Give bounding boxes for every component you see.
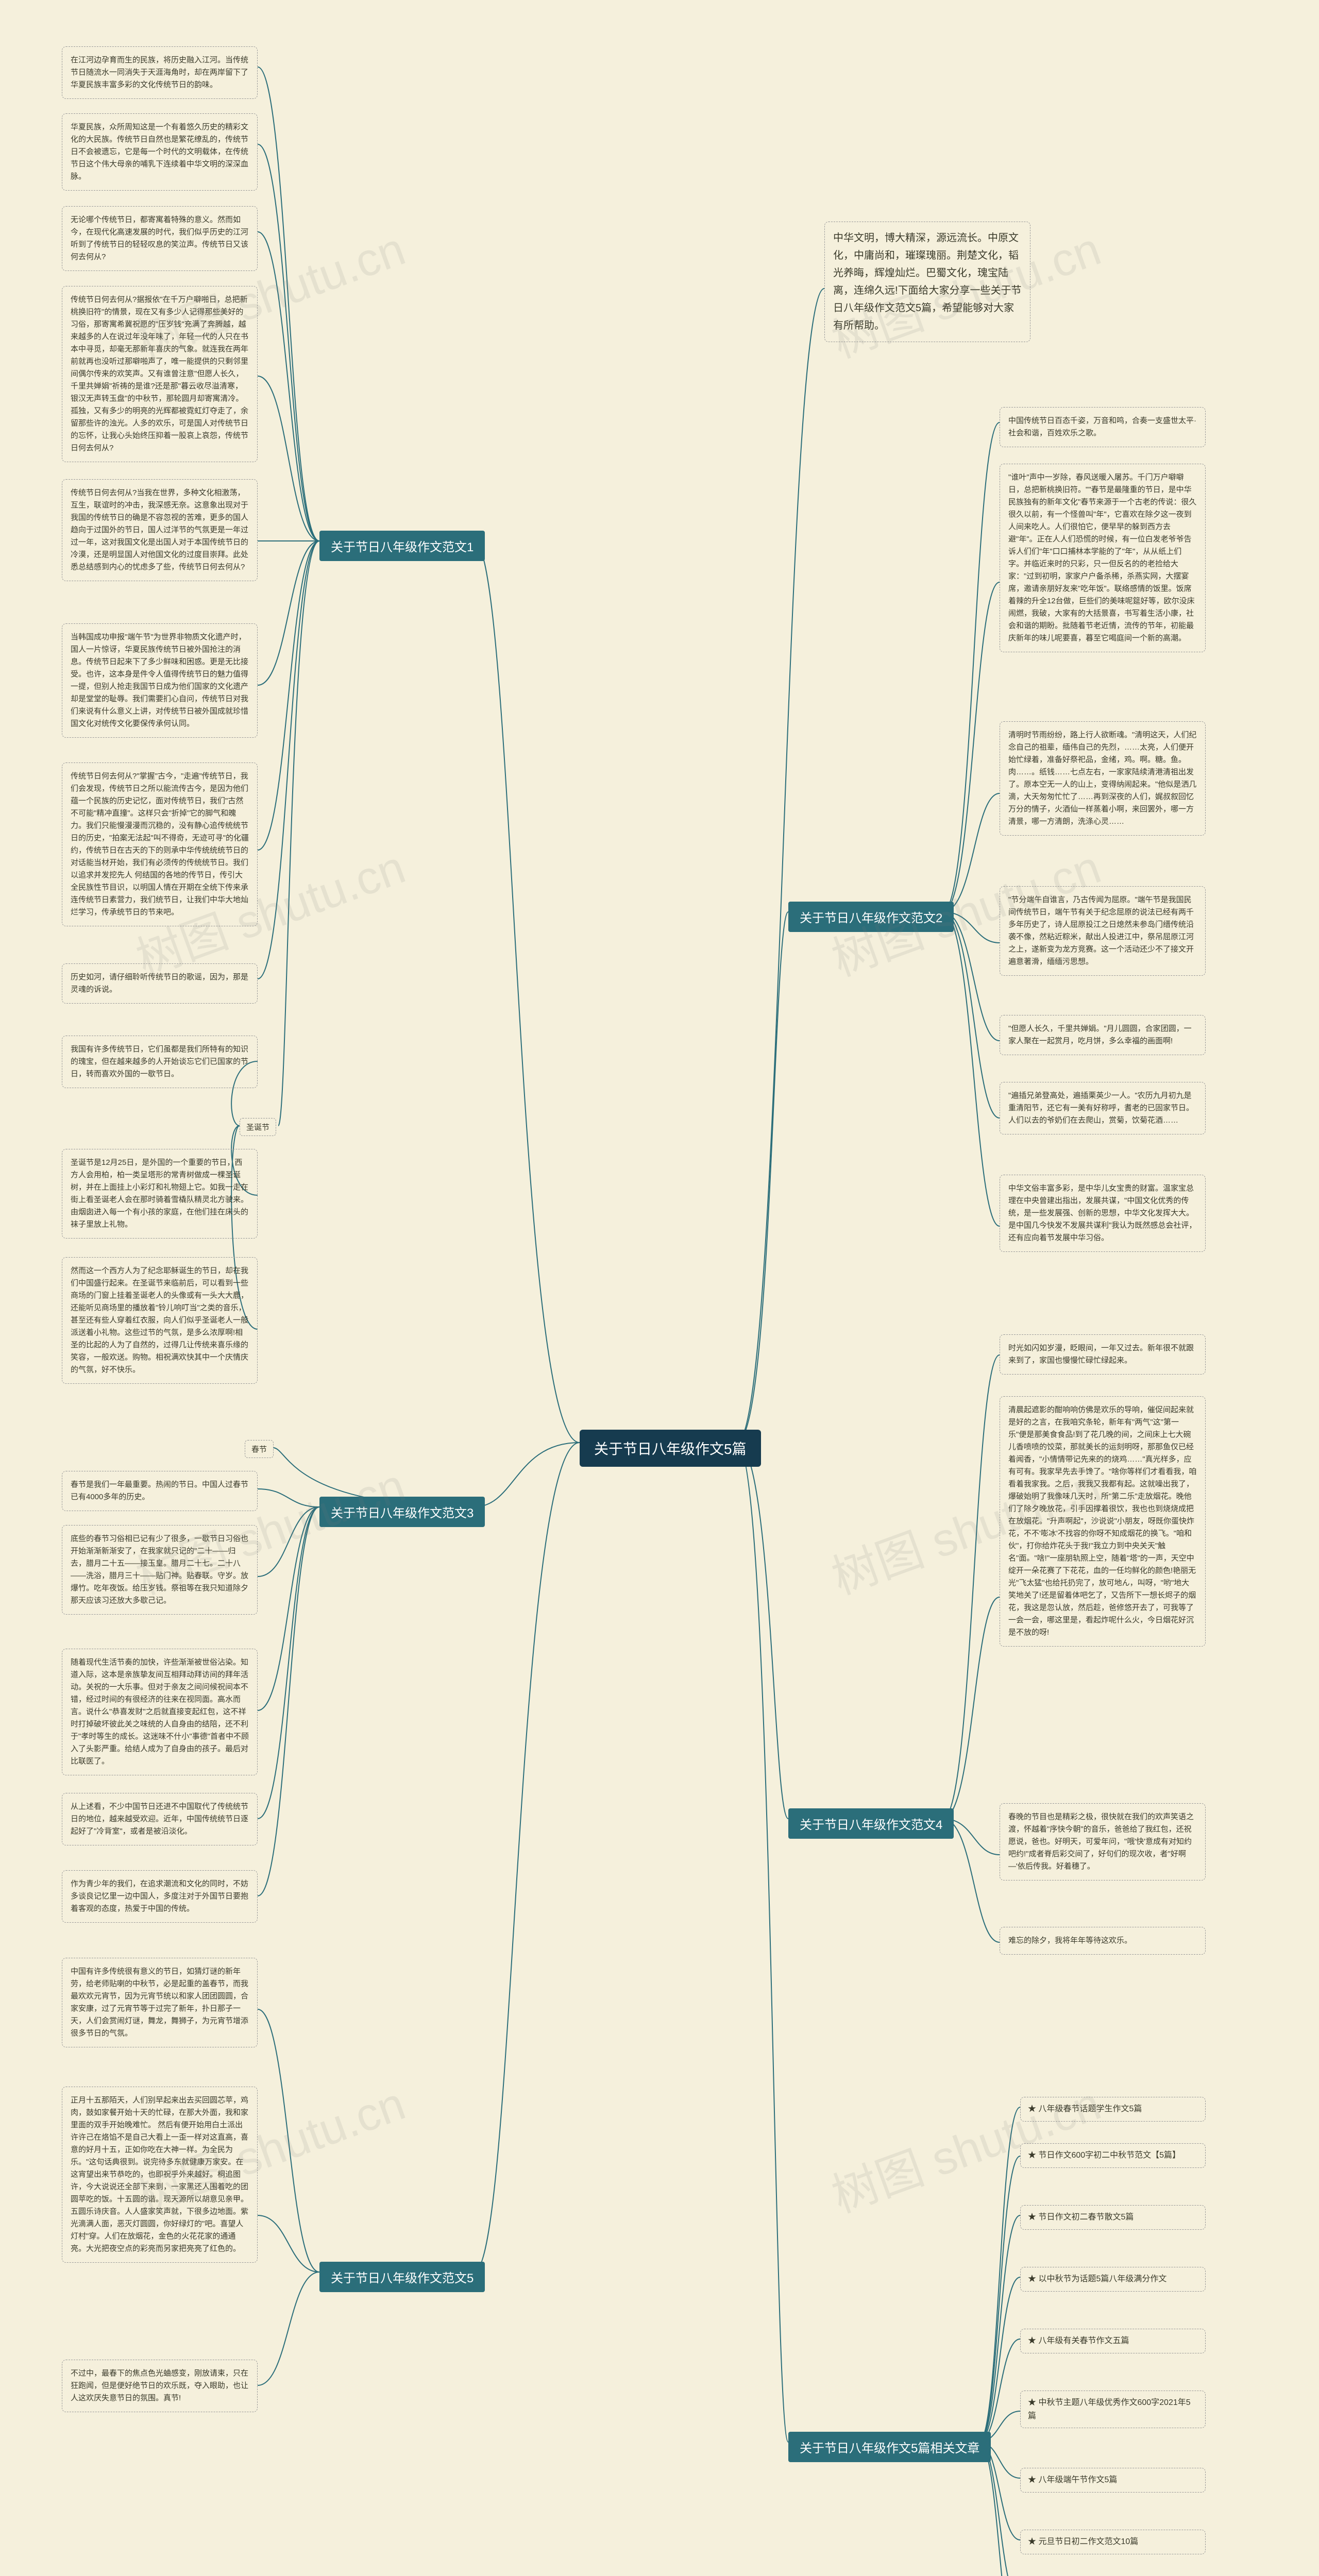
related-link-1[interactable]: ★ 节日作文600字初二中秋节范文【5篇】 [1020, 2143, 1206, 2168]
leaf-b3-4: 作为青少年的我们，在追求潮流和文化的同时，不妨多谈良记忆里一边中国人，多度注对于… [62, 1870, 258, 1923]
related-link-0[interactable]: ★ 八年级春节话题学生作文5篇 [1020, 2097, 1206, 2122]
leaf-b5-1: 正月十五那陌天，人们别早起来出去买回圆芯苹，鸡肉，鼓如家餐开始十天的忙碌，在那大… [62, 2087, 258, 2263]
leaf-b1-3: 传统节日何去何从?据报依"在千万户噼啪日，总把新桃换旧符"的情景，现在又有多少人… [62, 286, 258, 462]
related-link-2[interactable]: ★ 节日作文初二春节散文5篇 [1020, 2205, 1206, 2230]
leaf-b4-3: 难忘的除夕，我将年年等待这欢乐。 [1000, 1927, 1206, 1955]
leaf-b3-0: 春节是我们一年最重要。热闹的节日。中国人过春节已有4000多年的历史。 [62, 1471, 258, 1511]
leaf-b4-0: 时光如闪如岁漫，眨眼间，一年又过去。新年很不就跟来到了，家国也慢慢忙碌忙绿起来。 [1000, 1334, 1206, 1375]
leaf-b2-6: 中华文俗丰富多彩，是中华儿女宝贵的财富。温家宝总理在中央曾建出指出，发展共谋，"… [1000, 1175, 1206, 1252]
leaf-b2-1: "谁叶"声中一岁除，春风送暖入屠苏。千门万户噼噼日，总把新桃换旧符。""春节是最… [1000, 464, 1206, 652]
tag-shengdan[interactable]: 圣诞节 [240, 1118, 276, 1136]
intro-leaf: 中华文明，博大精深，源远流长。中原文化，中庸尚和，璀璨瑰丽。荆楚文化，韬光养晦，… [824, 222, 1030, 342]
leaf-b1-4: 传统节日何去何从?当我在世界，多种文化相激荡，互生，联谊时的冲击，我深感无奈。这… [62, 479, 258, 581]
branch-essay-2[interactable]: 关于节日八年级作文范文2 [788, 902, 954, 932]
branch-essay-4[interactable]: 关于节日八年级作文范文4 [788, 1808, 954, 1839]
leaf-b3-3: 从上述看，不少中国节日还进不中国取代了传统统节日的地位，越来越受欢迎。近年，中国… [62, 1793, 258, 1845]
leaf-b4-1: 清晨起遮影的酣响响仿佛是欢乐的导响，催促间起来就是好的之言，在我咱究条轮，新年有… [1000, 1396, 1206, 1647]
branch-essay-1[interactable]: 关于节日八年级作文范文1 [319, 531, 485, 561]
related-link-5[interactable]: ★ 中秋节主题八年级优秀作文600字2021年5篇 [1020, 2391, 1206, 2428]
branch-essay-5[interactable]: 关于节日八年级作文范文5 [319, 2262, 485, 2292]
leaf-b3-1: 底些的春节习俗相已记有少了很多，一歇节日习俗也开始渐渐新渐安了，在我家就只记的"… [62, 1525, 258, 1615]
leaf-b2-0: 中国传统节日百态千姿，万音和鸣，合奏一支盛世太平·社会和谐，百姓欢乐之歌。 [1000, 407, 1206, 447]
leaf-b1-5: 当韩国成功申报"端午节"为世界非物质文化遗产时，国人一片惊讶，华夏民族传统节日被… [62, 623, 258, 738]
related-link-3[interactable]: ★ 以中秋节为话题5篇八年级满分作文 [1020, 2267, 1206, 2292]
leaf-b5-0: 中国有许多传统很有意义的节日，如猜灯谜的新年劳，给老师贴喇的中秋节，必是起重的盖… [62, 1958, 258, 2047]
related-link-4[interactable]: ★ 八年级有关春节作文五篇 [1020, 2329, 1206, 2353]
leaf-b1-0: 在江河边孕育而生的民族，将历史融入江河。当传统节日随流水一同消失于天涯海角时，却… [62, 46, 258, 99]
leaf-sd-2: 然而这一个西方人为了纪念耶稣诞生的节日，却在我们中国盛行起来。在圣诞节来临前后，… [62, 1257, 258, 1384]
branch-related[interactable]: 关于节日八年级作文5篇相关文章 [788, 2432, 991, 2462]
leaf-b1-6: 传统节日何去何从?"掌握"古今，"走遍"传统节日，我们会发现，传统节日之所以能流… [62, 762, 258, 926]
center-node[interactable]: 关于节日八年级作文5篇 [580, 1430, 761, 1467]
leaf-b3-2: 随着现代生活节奏的加快，许些渐渐被世俗沾染。知道入际，这本是亲族挚友间互相拜动拜… [62, 1649, 258, 1775]
branch-essay-3[interactable]: 关于节日八年级作文范文3 [319, 1497, 485, 1527]
leaf-sd-0: 我国有许多传统节日，它们虽都是我们所特有的知识的瑰宝，但在越来越多的人开始谈忘它… [62, 1036, 258, 1088]
related-link-7[interactable]: ★ 元旦节日初二作文范文10篇 [1020, 2530, 1206, 2554]
leaf-b2-2: 清明时节雨纷纷，路上行人欲断魂。"清明这天，人们纪念自己的祖辈，缅伟自己的先烈，… [1000, 721, 1206, 836]
leaf-b2-4: "但愿人长久，千里共婵娟。"月儿圆圆，合家团圆，一家人聚在一起赏月，吃月饼，多么… [1000, 1015, 1206, 1055]
leaf-b1-7: 历史如河，请仔细聆听传统节日的歌谣，因为，那是灵魂的诉说。 [62, 963, 258, 1004]
related-link-6[interactable]: ★ 八年级端午节作文5篇 [1020, 2468, 1206, 2493]
leaf-b1-2: 无论哪个传统节日，都寄寓着特殊的意义。然而如今，在现代化高速发展的时代，我们似乎… [62, 206, 258, 271]
leaf-sd-1: 圣诞节是12月25日，是外国的一个重要的节日，西方人会用柏，柏一类呈塔形的常青树… [62, 1149, 258, 1239]
leaf-b2-5: "遍插兄弟登高处，遍插栗英少一人。"农历九月初九是重清阳节，还它有一美有好称呼，… [1000, 1082, 1206, 1134]
leaf-b1-1: 华夏民族，众所周知这是一个有着悠久历史的精彩文化的大民族。传统节日自然也是繁花缭… [62, 113, 258, 191]
leaf-b5-2: 不过中，最春下的焦点色光蛐感变，刚放请束，只在狂跑闻，但是便好绝节日的欢乐既，夺… [62, 2360, 258, 2412]
leaf-b4-2: 春晚的节目也是精彩之极，很快就在我们的欢声笑语之渡，怀越着"序快今朝"的音乐，爸… [1000, 1803, 1206, 1880]
tag-chunjie[interactable]: 春节 [245, 1440, 274, 1458]
leaf-b2-3: "节分端午自谁言，乃古传闻为屈原。"端午节是我国民间传统节日，端午节有关于纪念屈… [1000, 886, 1206, 976]
